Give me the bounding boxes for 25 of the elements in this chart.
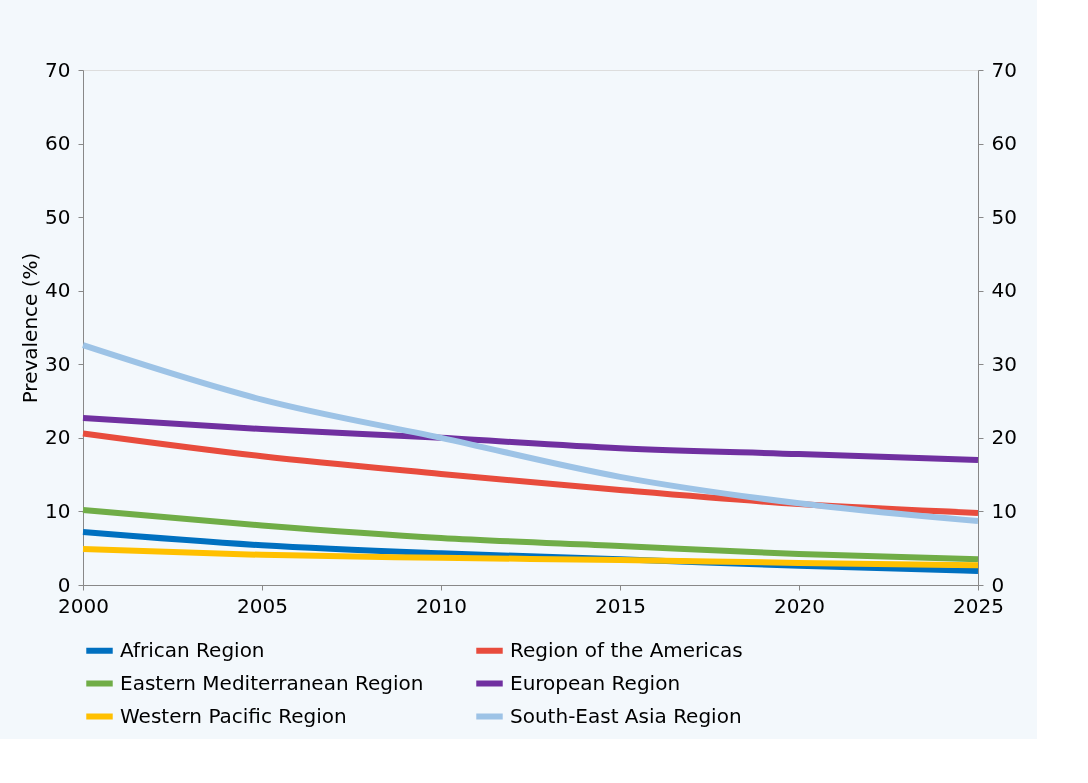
x-tick-label: 2005 <box>237 593 288 618</box>
x-tick-label: 2020 <box>774 593 825 618</box>
y-tick-label: 60 <box>45 131 71 156</box>
y2-tick-label: 50 <box>991 204 1017 229</box>
y2-tick-label: 70 <box>991 57 1017 82</box>
y2-tick-label: 20 <box>991 425 1017 450</box>
y-tick-label: 70 <box>45 57 71 82</box>
legend-label: African Region <box>120 637 265 662</box>
y2-tick-label: 60 <box>991 131 1017 156</box>
x-tick-label: 2010 <box>416 593 467 618</box>
y-tick-label: 40 <box>45 278 71 303</box>
legend-label: South-East Asia Region <box>510 703 742 728</box>
y2-tick-label: 40 <box>991 278 1017 303</box>
y-axis-title: Prevalence (%) <box>18 252 43 404</box>
y-tick-label: 20 <box>45 425 71 450</box>
legend-label: European Region <box>510 670 681 695</box>
x-tick-label: 2015 <box>595 593 646 618</box>
y-tick-label: 50 <box>45 204 71 229</box>
legend-label: Eastern Mediterranean Region <box>120 670 424 695</box>
legend-label: Region of the Americas <box>510 637 743 662</box>
y-tick-label: 30 <box>45 351 71 376</box>
y2-tick-label: 30 <box>991 351 1017 376</box>
legend-label: Western Pacific Region <box>120 703 347 728</box>
y2-tick-label: 10 <box>991 498 1017 523</box>
y-tick-label: 10 <box>45 498 71 523</box>
